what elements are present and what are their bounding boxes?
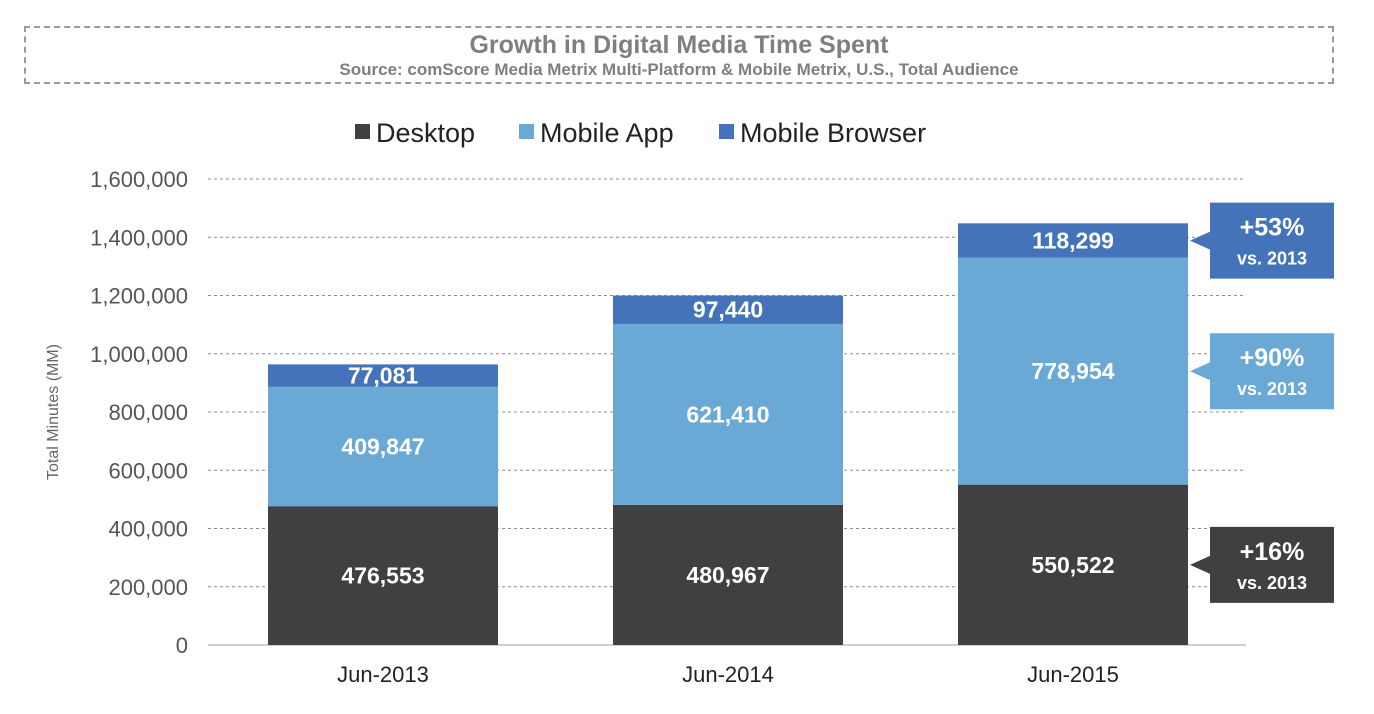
y-tick-label: 1,200,000 xyxy=(90,284,188,309)
y-tick-label: 200,000 xyxy=(108,575,188,600)
chart-title-box: Growth in Digital Media Time Spent Sourc… xyxy=(24,26,1334,84)
y-axis-label: Total Minutes (MM) xyxy=(45,344,62,480)
y-tick-label: 1,000,000 xyxy=(90,342,188,367)
data-label-desktop: 476,553 xyxy=(341,563,424,589)
bar-mobile-browser-jun-2013 xyxy=(268,364,498,387)
chart-subtitle: Source: comScore Media Metrix Multi-Plat… xyxy=(339,60,1019,79)
bar-mobile-browser-jun-2014 xyxy=(613,295,843,324)
y-tick-label: 600,000 xyxy=(108,458,188,483)
bar-mobile-app-jun-2013 xyxy=(268,386,498,507)
callout-note: vs. 2013 xyxy=(1237,249,1307,269)
x-tick-label: Jun-2015 xyxy=(1027,662,1119,687)
callout-desktop xyxy=(1190,526,1334,603)
bar-mobile-browser-jun-2015 xyxy=(958,223,1188,258)
x-tick-label: Jun-2013 xyxy=(337,662,429,687)
callout-mobile-app xyxy=(1190,333,1334,410)
y-tick-label: 400,000 xyxy=(108,517,188,542)
callout-note: vs. 2013 xyxy=(1237,379,1307,399)
x-tick-label: Jun-2014 xyxy=(682,662,774,687)
legend-label-desktop: Desktop xyxy=(376,118,475,148)
data-label-mobile-browser: 77,081 xyxy=(348,363,419,389)
data-label-mobile-app: 778,954 xyxy=(1031,358,1114,384)
callout-percent: +53% xyxy=(1240,214,1305,242)
callout-mobile-browser xyxy=(1190,202,1334,279)
callout-percent: +90% xyxy=(1240,344,1305,372)
callout-note: vs. 2013 xyxy=(1237,573,1307,593)
data-label-desktop: 550,522 xyxy=(1031,552,1114,578)
data-label-mobile-browser: 118,299 xyxy=(1032,228,1114,254)
data-label-mobile-app: 409,847 xyxy=(341,434,424,460)
data-label-mobile-browser: 97,440 xyxy=(693,297,763,323)
bar-mobile-app-jun-2015 xyxy=(958,257,1188,485)
y-tick-label: 800,000 xyxy=(108,400,188,425)
y-tick-label: 0 xyxy=(176,633,188,658)
legend-swatch-mobile-app xyxy=(519,124,534,139)
legend-label-mobile-browser: Mobile Browser xyxy=(740,118,926,148)
y-tick-label: 1,600,000 xyxy=(90,167,188,192)
callout-percent: +16% xyxy=(1240,538,1305,566)
bar-desktop-jun-2015 xyxy=(958,484,1188,645)
data-label-mobile-app: 621,410 xyxy=(686,401,769,427)
y-tick-label: 1,400,000 xyxy=(90,225,188,250)
bar-desktop-jun-2014 xyxy=(613,504,843,645)
legend-label-mobile-app: Mobile App xyxy=(540,118,674,148)
bar-mobile-app-jun-2014 xyxy=(613,323,843,505)
chart-title: Growth in Digital Media Time Spent xyxy=(469,31,889,59)
legend-swatch-desktop xyxy=(355,124,370,139)
bar-desktop-jun-2013 xyxy=(268,506,498,645)
data-label-desktop: 480,967 xyxy=(686,562,769,588)
legend-swatch-mobile-browser xyxy=(719,124,734,139)
